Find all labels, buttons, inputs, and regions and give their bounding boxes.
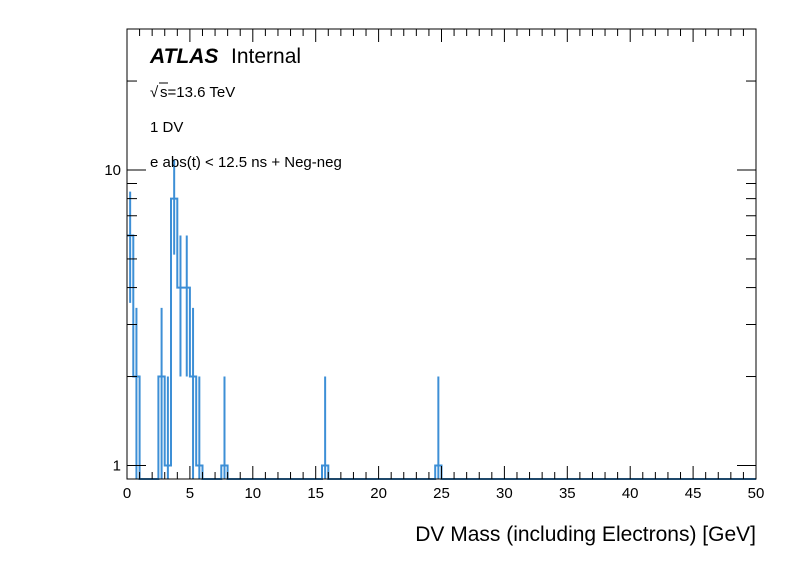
x-tick-label: 20 xyxy=(370,485,387,502)
cut-label: e abs(t) < 12.5 ns + Neg-neg xyxy=(150,154,342,171)
x-tick-label: 25 xyxy=(433,485,450,502)
x-tick-label: 15 xyxy=(307,485,324,502)
energy-root-symbol: √ xyxy=(150,84,159,101)
x-tick-label: 0 xyxy=(123,485,131,502)
atlas-label: ATLAS xyxy=(149,45,218,68)
axes-layer: 0 5 10 15 20 25 30 35 40 45 50 1 10 xyxy=(104,28,765,502)
x-tick-label: 50 xyxy=(748,485,765,502)
x-tick-label: 5 xyxy=(186,485,194,502)
x-tick-label: 45 xyxy=(685,485,702,502)
x-tick-label: 35 xyxy=(559,485,576,502)
y-tick-label: 10 xyxy=(104,162,121,179)
energy-label: s=13.6 TeV xyxy=(160,84,235,101)
x-tick-label: 10 xyxy=(244,485,261,502)
x-axis-title: DV Mass (including Electrons) [GeV] xyxy=(415,523,756,546)
x-tick-label: 30 xyxy=(496,485,513,502)
plot-frame xyxy=(126,28,757,480)
x-tick-label: 40 xyxy=(622,485,639,502)
y-tick-label: 1 xyxy=(113,457,121,474)
status-label: Internal xyxy=(231,45,301,68)
selection-label: 1 DV xyxy=(150,119,183,136)
